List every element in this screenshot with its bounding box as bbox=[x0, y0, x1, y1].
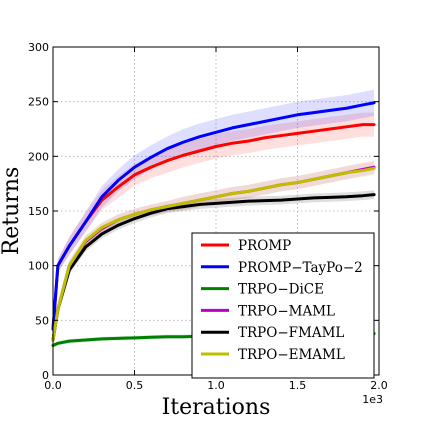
series-lines bbox=[51, 101, 376, 347]
x-tick-label: 0.0 bbox=[44, 379, 62, 392]
y-tick-label: 50 bbox=[35, 314, 49, 327]
x-axis-title: Iterations bbox=[162, 395, 271, 420]
x-tick-labels: 0.0 0.5 1.0 1.5 2.0 bbox=[44, 379, 388, 392]
x-offset-label: 1e3 bbox=[362, 393, 383, 406]
y-tick-label: 100 bbox=[28, 260, 49, 273]
legend: PROMP PROMP−TayPo−2 TRPO−DiCE TRPO−MAML TRPO… bbox=[191, 232, 375, 379]
line-promp-taypo-2 bbox=[51, 101, 376, 331]
tick-marks bbox=[52, 46, 380, 376]
x-tick-label: 1.5 bbox=[289, 379, 307, 392]
x-tick-label: 2.0 bbox=[370, 379, 388, 392]
line-trpo-emaml bbox=[51, 166, 376, 342]
legend-label: TRPO−DiCE bbox=[238, 282, 324, 298]
line-trpo-fmaml bbox=[51, 193, 376, 342]
y-tick-label: 200 bbox=[28, 150, 49, 163]
legend-label: TRPO−MAML bbox=[238, 303, 335, 319]
legend-label: TRPO−EMAML bbox=[238, 347, 345, 363]
x-tick-label: 0.5 bbox=[126, 379, 144, 392]
y-tick-label: 0 bbox=[42, 369, 49, 382]
y-tick-label: 250 bbox=[28, 96, 49, 109]
legend-label: PROMP bbox=[238, 238, 291, 254]
y-tick-label: 300 bbox=[28, 41, 49, 54]
y-tick-labels: 0 50 100 150 200 250 300 bbox=[28, 41, 49, 382]
y-axis-title: Returns bbox=[0, 167, 24, 256]
legend-label: TRPO−FMAML bbox=[238, 325, 344, 341]
y-tick-label: 150 bbox=[28, 205, 49, 218]
legend-label: PROMP−TayPo−2 bbox=[238, 260, 363, 276]
x-tick-label: 1.0 bbox=[207, 379, 225, 392]
band-promp-taypo-2 bbox=[53, 89, 375, 333]
